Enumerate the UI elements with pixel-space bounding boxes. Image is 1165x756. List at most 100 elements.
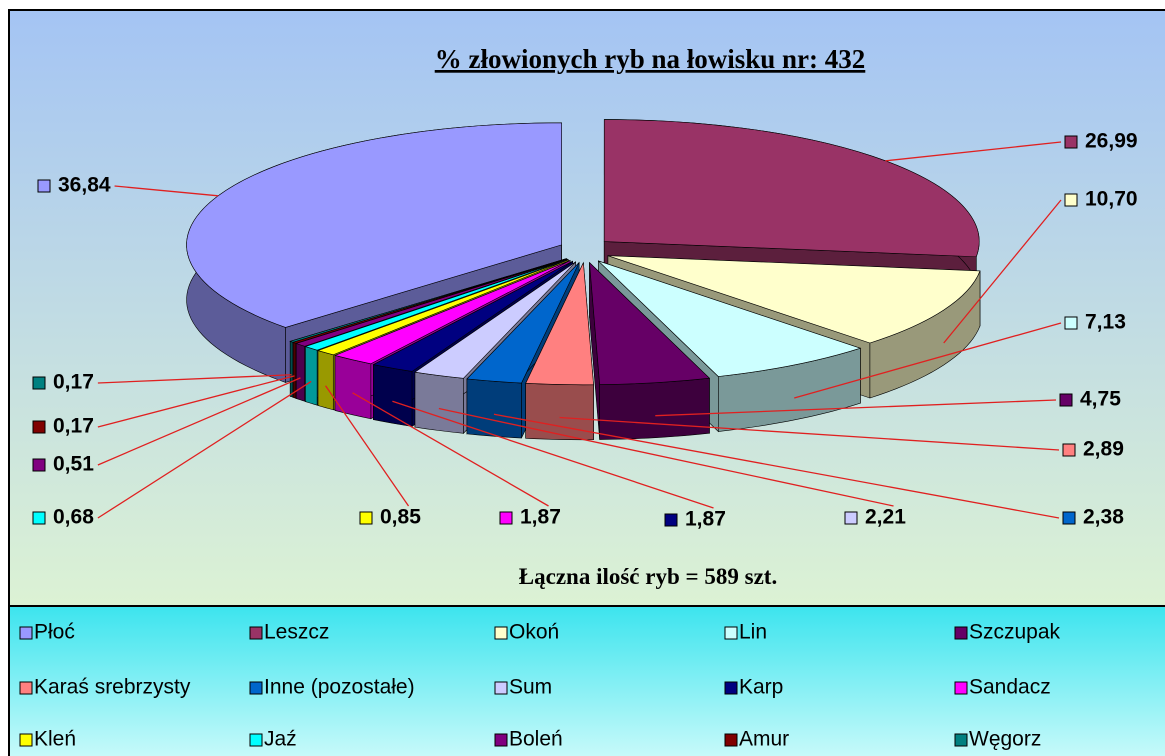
chart-title: % złowionych ryb na łowisku nr: 432 bbox=[435, 44, 866, 74]
slice bbox=[292, 258, 567, 344]
legend-label: Kleń bbox=[34, 728, 76, 751]
legend-key bbox=[494, 681, 508, 695]
leader-line bbox=[885, 141, 1062, 162]
label-key bbox=[1064, 135, 1078, 149]
slice-side bbox=[289, 340, 294, 398]
legend-label: Sum bbox=[509, 676, 552, 699]
leader-line bbox=[438, 407, 894, 507]
slice-side bbox=[414, 371, 464, 434]
slice-side bbox=[373, 364, 413, 427]
data-label: 10,70 bbox=[1085, 188, 1138, 211]
legend-key bbox=[724, 733, 738, 747]
data-label: 0,17 bbox=[53, 371, 94, 394]
slice bbox=[372, 260, 573, 372]
slice bbox=[589, 261, 711, 385]
data-label: 0,17 bbox=[53, 415, 94, 438]
slice bbox=[525, 261, 594, 386]
slice bbox=[334, 260, 571, 365]
data-label: 26,99 bbox=[1085, 130, 1138, 153]
label-key bbox=[32, 511, 46, 525]
slice-side bbox=[305, 346, 318, 406]
data-label: 7,13 bbox=[1085, 311, 1126, 334]
data-label: 0,51 bbox=[53, 453, 94, 476]
legend-label: Lin bbox=[739, 621, 767, 644]
legend-label: Płoć bbox=[34, 621, 75, 644]
legend-label: Amur bbox=[739, 728, 789, 751]
data-label: 4,75 bbox=[1080, 388, 1121, 411]
slice bbox=[525, 261, 594, 441]
legend-label: Inne (pozostałe) bbox=[264, 676, 415, 699]
legend-key bbox=[494, 733, 508, 747]
label-key bbox=[32, 420, 46, 434]
data-label: 0,85 bbox=[380, 506, 421, 529]
legend-key bbox=[249, 733, 263, 747]
legend-key bbox=[954, 733, 968, 747]
legend-label: Szczupak bbox=[969, 621, 1061, 644]
slice bbox=[589, 261, 711, 440]
slice bbox=[607, 255, 981, 344]
slice-side bbox=[599, 377, 710, 440]
legend-label: Okoń bbox=[509, 621, 559, 644]
label-key bbox=[1059, 393, 1073, 407]
legend-key bbox=[494, 626, 508, 640]
leader-line bbox=[352, 392, 549, 507]
legend-key bbox=[19, 733, 33, 747]
leader-line bbox=[325, 385, 410, 507]
leader-line bbox=[97, 377, 301, 466]
slice bbox=[295, 258, 567, 347]
data-label: 1,87 bbox=[685, 508, 726, 531]
label-key bbox=[37, 179, 51, 193]
legend-label: Karaś srebrzysty bbox=[34, 676, 191, 699]
legend-label: Karp bbox=[739, 676, 783, 699]
slice-side bbox=[295, 343, 306, 402]
legend-key bbox=[724, 626, 738, 640]
legend-key bbox=[19, 626, 33, 640]
label-key bbox=[1064, 193, 1078, 207]
slice-side bbox=[317, 350, 334, 411]
leader-line bbox=[97, 374, 292, 384]
leader-line bbox=[655, 399, 1057, 417]
legend-key bbox=[19, 681, 33, 695]
label-key bbox=[1062, 511, 1076, 525]
label-key bbox=[32, 458, 46, 472]
label-key bbox=[1062, 443, 1076, 457]
label-key bbox=[32, 376, 46, 390]
leader-line bbox=[493, 413, 1060, 519]
slice bbox=[598, 260, 862, 377]
legend-key bbox=[954, 626, 968, 640]
slice bbox=[304, 259, 568, 351]
legend-label: Sandacz bbox=[969, 676, 1051, 699]
leader-line bbox=[943, 199, 1062, 344]
legend-label: Boleń bbox=[509, 728, 563, 751]
label-key bbox=[359, 511, 373, 525]
leader-line bbox=[114, 185, 219, 197]
legend-label: Węgorz bbox=[969, 728, 1041, 751]
label-key bbox=[499, 511, 513, 525]
label-key bbox=[664, 513, 678, 527]
slice-side bbox=[334, 355, 372, 420]
data-label: 1,87 bbox=[520, 506, 561, 529]
legend-label: Leszcz bbox=[264, 621, 329, 644]
data-label: 36,84 bbox=[58, 174, 111, 197]
legend-key bbox=[724, 681, 738, 695]
legend-label: Jaź bbox=[264, 728, 297, 751]
leader-line bbox=[559, 416, 1060, 451]
leader-line bbox=[794, 322, 1062, 399]
leader-line bbox=[392, 400, 714, 509]
slice bbox=[317, 259, 569, 356]
data-label: 0,68 bbox=[53, 506, 94, 529]
legend-key bbox=[954, 681, 968, 695]
data-label: 2,21 bbox=[865, 506, 906, 529]
legend-background bbox=[8, 605, 1165, 756]
slice bbox=[414, 261, 576, 379]
chart-subtitle: Łączna ilość ryb = 589 szt. bbox=[519, 564, 777, 589]
slice bbox=[466, 262, 580, 384]
label-key bbox=[1064, 316, 1078, 330]
data-label: 2,89 bbox=[1083, 438, 1124, 461]
leader-line bbox=[97, 375, 295, 428]
leader-line bbox=[97, 380, 312, 519]
data-label: 2,38 bbox=[1083, 506, 1124, 529]
legend-key bbox=[249, 681, 263, 695]
